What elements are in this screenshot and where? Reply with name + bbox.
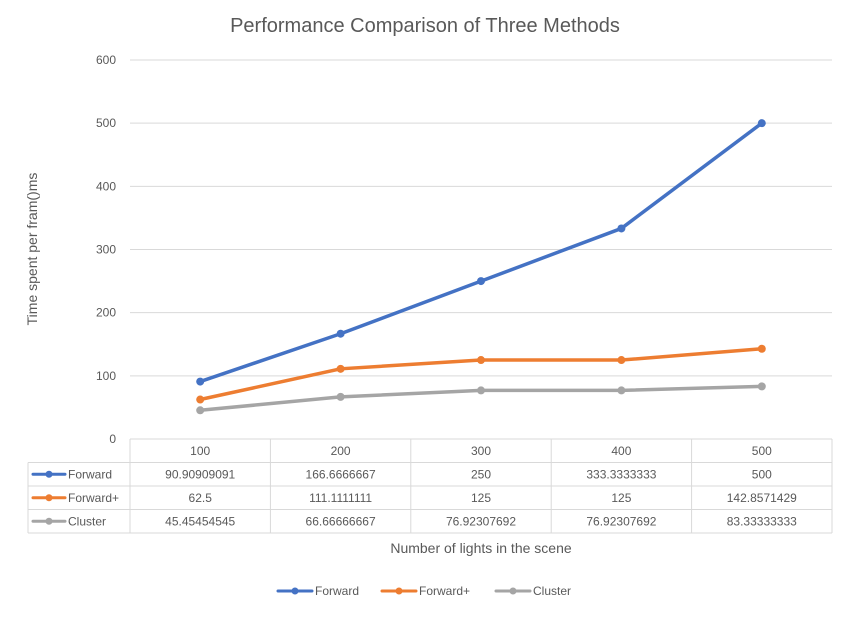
y-tick-label-300: 300: [96, 243, 116, 257]
table-cell-forward-300: 125: [471, 491, 491, 505]
x-tick-label-300: 300: [471, 444, 491, 458]
data-point-forward-500: [757, 344, 766, 353]
y-tick-label-100: 100: [96, 369, 116, 383]
y-tick-label-0: 0: [109, 432, 116, 446]
table-cell-forward-500: 142.8571429: [727, 491, 797, 505]
table-row-label-forward: Forward: [68, 467, 112, 481]
y-tick-label-600: 600: [96, 53, 116, 67]
series-lines: [196, 119, 766, 415]
x-axis-title: Number of lights in the scene: [390, 540, 572, 556]
table-cell-forward-200: 111.1111111: [309, 491, 372, 505]
y-axis-title: Time spent per fram()ms: [24, 173, 40, 326]
data-point-forward-300: [477, 356, 485, 365]
gridlines: [130, 59, 832, 377]
data-point-forward-400: [617, 356, 626, 365]
data-point-forward-500: [757, 119, 766, 128]
table-cell-cluster-500: 83.33333333: [727, 514, 797, 528]
data-table: 100 200 300 400 500 Forward 90.90909091 166.666…: [27, 438, 833, 534]
x-tick-label-100: 100: [190, 444, 210, 458]
data-point-cluster-300: [477, 386, 485, 395]
legend-marker-forward: [291, 587, 299, 595]
table-cell-forward-200: 166.6666667: [306, 467, 376, 481]
data-point-forward-300: [477, 277, 485, 286]
data-point-forward-400: [617, 224, 626, 233]
y-tick-label-500: 500: [96, 116, 116, 130]
data-point-forward-100: [196, 395, 205, 404]
table-cell-cluster-100: 45.45454545: [165, 514, 235, 528]
x-tick-label-400: 400: [611, 444, 631, 458]
x-tick-label-200: 200: [331, 444, 351, 458]
legend-label-cluster: Cluster: [533, 584, 571, 598]
y-tick-label-400: 400: [96, 179, 116, 193]
y-axis-tick-labels: 0 100 200 300 400 500 600: [96, 53, 116, 446]
table-cell-cluster-400: 76.92307692: [586, 514, 656, 528]
table-cell-forward-100: 62.5: [189, 491, 213, 505]
table-cell-forward-400: 125: [611, 491, 631, 505]
data-point-forward-200: [336, 329, 345, 338]
chart-title: Performance Comparison of Three Methods: [230, 15, 620, 37]
table-legend-key-marker-forward: [45, 470, 53, 478]
series-line-forward: [198, 121, 764, 384]
legend-label-forward: Forward: [315, 584, 359, 598]
legend-marker-forward: [395, 587, 403, 595]
table-row-label-forward: Forward+: [68, 491, 119, 505]
table-cell-forward-400: 333.3333333: [586, 467, 656, 481]
table-cell-forward-500: 500: [752, 467, 772, 481]
y-tick-label-200: 200: [96, 306, 116, 320]
legend-marker-cluster: [509, 587, 517, 595]
table-row-label-cluster: Cluster: [68, 514, 106, 528]
table-legend-key-marker-cluster: [45, 517, 53, 525]
data-point-cluster-500: [757, 382, 766, 391]
legend-label-forward: Forward+: [419, 584, 470, 598]
data-point-cluster-200: [336, 392, 345, 401]
data-point-cluster-100: [196, 406, 205, 415]
x-tick-label-500: 500: [752, 444, 772, 458]
data-point-forward-100: [196, 377, 205, 386]
table-cell-forward-300: 250: [471, 467, 491, 481]
table-cell-forward-100: 90.90909091: [165, 467, 235, 481]
table-legend-key-marker-forward: [45, 494, 53, 502]
table-cell-cluster-300: 76.92307692: [446, 514, 516, 528]
data-point-forward-200: [336, 364, 345, 373]
data-point-cluster-400: [617, 386, 626, 395]
table-cell-cluster-200: 66.66666667: [306, 514, 376, 528]
legend: Forward Forward+ Cluster: [276, 584, 571, 598]
